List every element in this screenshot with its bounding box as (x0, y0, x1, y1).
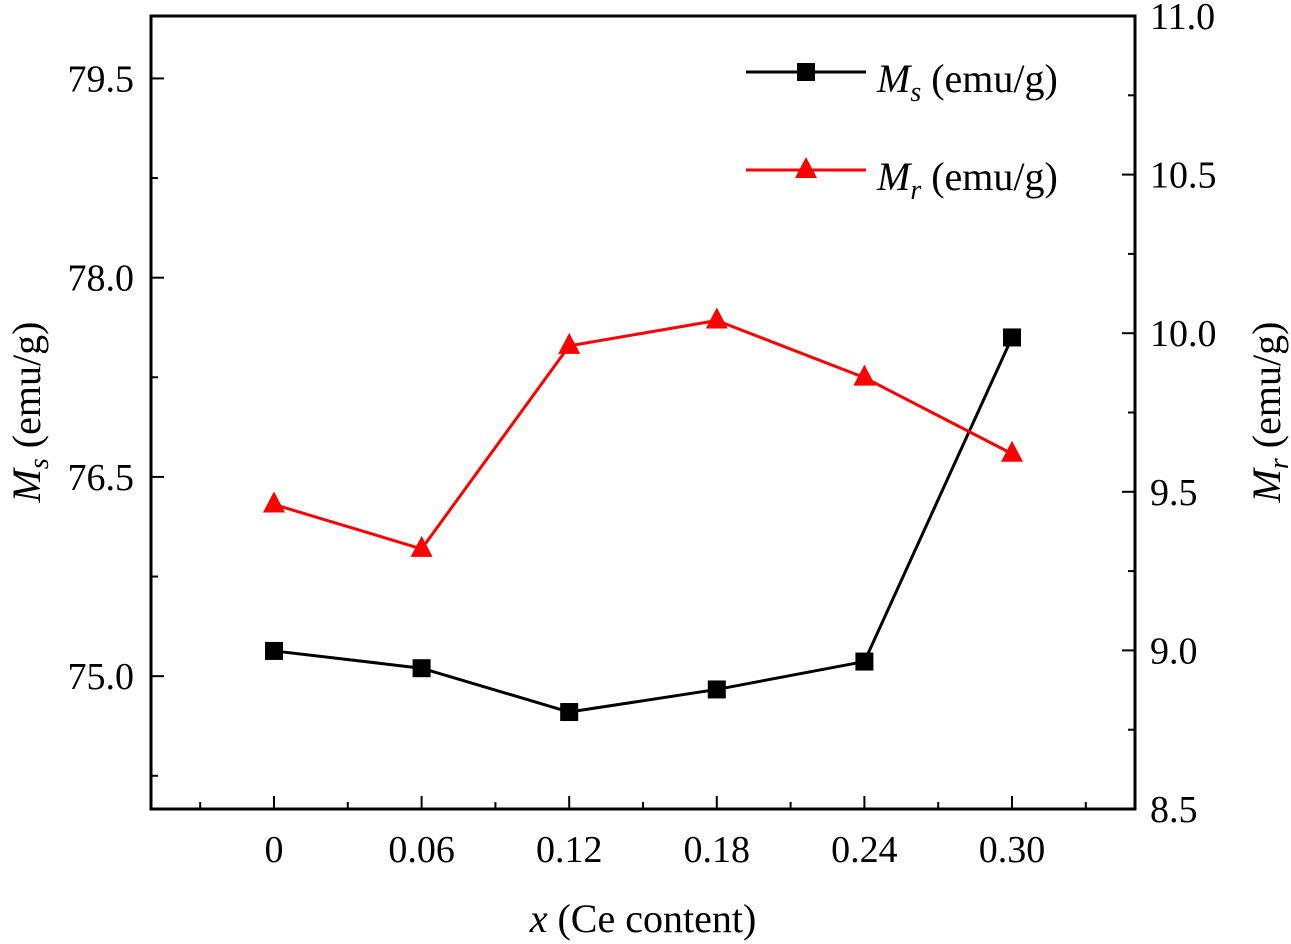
y-right-tick-label: 8.5 (1150, 789, 1198, 831)
y-left-axis-title: Ms (emu/g) (4, 322, 55, 504)
plot-frame (149, 14, 1137, 811)
y-left-tick-label: 76.5 (68, 457, 135, 499)
y-right-tick-label: 10.0 (1150, 313, 1217, 355)
x-tick-label: 0.12 (536, 829, 603, 871)
x-tick-label: 0.18 (684, 829, 751, 871)
legend: Ms (emu/g) Mr (emu/g) (746, 56, 1058, 206)
x-tick-label: 0.06 (388, 829, 455, 871)
series-ms-point (855, 652, 874, 671)
series-ms-point (707, 680, 726, 699)
series-mr-point (1001, 440, 1023, 462)
y-right-tick-label: 10.5 (1150, 155, 1217, 197)
series-mr-point (263, 491, 285, 513)
x-tick-label: 0.30 (979, 829, 1046, 871)
y-right-tick-label: 9.5 (1150, 472, 1198, 514)
y-left-axis-ticks: 75.0 76.5 78.0 79.5 (68, 58, 164, 777)
x-axis-ticks: 0 0.06 0.12 0.18 0.24 0.30 (199, 796, 1087, 871)
series-layer (263, 307, 1023, 722)
x-tick-label: 0 (265, 829, 284, 871)
series-ms-point (412, 659, 431, 678)
legend-mr-marker (795, 157, 817, 178)
y-right-tick-label: 11.0 (1150, 0, 1215, 38)
y-right-tick-label: 9.0 (1150, 630, 1198, 672)
x-tick-label: 0.24 (831, 829, 898, 871)
legend-mr-label: Mr (emu/g) (876, 154, 1058, 206)
legend-ms-label: Ms (emu/g) (876, 56, 1058, 108)
series-mr-point (558, 332, 581, 354)
series-ms-point (560, 703, 579, 722)
series-ms-line (273, 336, 1014, 714)
y-left-tick-label: 75.0 (68, 656, 135, 698)
y-left-tick-label: 79.5 (68, 58, 135, 100)
series-mr-point (853, 364, 876, 386)
series-mr-point (410, 535, 433, 557)
y-right-axis-ticks: 8.5 9.0 9.5 10.0 10.5 11.0 (1122, 0, 1217, 831)
y-right-axis-title: Mr (emu/g) (1244, 322, 1291, 504)
series-ms-point (1003, 328, 1021, 347)
legend-ms-marker (797, 63, 815, 81)
y-left-tick-label: 78.0 (68, 258, 135, 300)
series-mr-line (273, 319, 1013, 551)
series-mr-point (705, 307, 728, 329)
series-ms-point (265, 641, 283, 660)
x-axis-title: x (Ce content) (529, 896, 757, 941)
